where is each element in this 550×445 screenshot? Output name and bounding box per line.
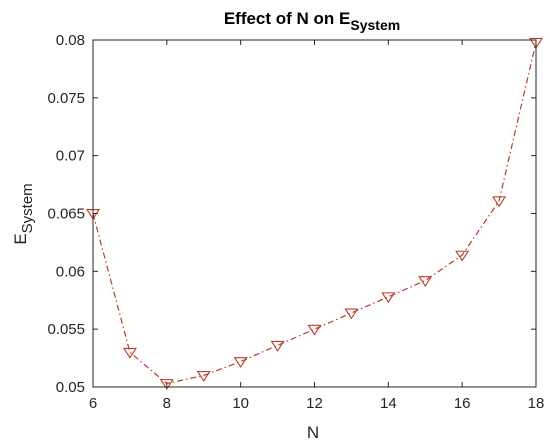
data-point-marker [307, 324, 322, 336]
y-tick-label: 0.065 [47, 206, 85, 223]
x-tick-label: 6 [89, 395, 97, 412]
x-tick-label: 14 [380, 395, 397, 412]
data-point-marker [418, 276, 433, 288]
data-point-marker [455, 250, 470, 262]
data-point-marker [122, 347, 137, 359]
chart-title: Effect of N on ESystem [224, 9, 400, 33]
plot-frame-fill [93, 40, 536, 387]
y-tick-label: 0.06 [56, 263, 85, 280]
x-tick-label: 10 [232, 395, 249, 412]
x-tick-label: 12 [306, 395, 323, 412]
data-point-marker [492, 196, 507, 208]
x-tick-label: 16 [454, 395, 471, 412]
series-line [92, 42, 537, 385]
x-axis-label: N [307, 423, 319, 442]
x-tick-label: 18 [528, 395, 545, 412]
data-point-marker [270, 340, 285, 352]
y-axis-label-main: E [11, 233, 30, 244]
y-axis-label: ESystem [11, 183, 36, 244]
y-tick-label: 0.07 [56, 148, 85, 165]
data-point-marker [233, 357, 248, 368]
y-tick-label: 0.075 [47, 90, 85, 107]
chart-title-main: Effect of N on E [224, 9, 351, 28]
plot-area: 6 8 10 12 14 16 18 0.05 0.055 0.06 0.065 0.07 0.075 0… [47, 32, 544, 412]
data-point-marker [196, 370, 211, 382]
data-point-marker [528, 37, 544, 49]
data-point-marker [159, 379, 174, 390]
plot-frame-border [92, 39, 537, 388]
y-tick-label: 0.08 [56, 32, 85, 49]
data-point-marker [381, 292, 396, 304]
x-tick-label: 8 [163, 395, 171, 412]
data-point-marker [344, 308, 359, 320]
y-axis-label-subscript: System [19, 183, 36, 233]
chart-title-subscript: System [350, 17, 400, 33]
y-tick-label: 0.055 [47, 321, 85, 338]
y-tick-label: 0.05 [56, 379, 85, 396]
